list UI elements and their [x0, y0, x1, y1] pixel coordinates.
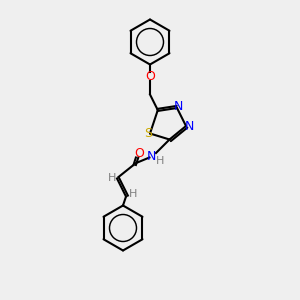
Text: N: N: [184, 119, 194, 133]
Text: N: N: [147, 149, 156, 163]
Text: N: N: [174, 100, 183, 113]
Text: S: S: [145, 127, 152, 140]
Text: O: O: [135, 146, 144, 160]
Text: O: O: [145, 70, 155, 83]
Text: H: H: [155, 156, 164, 167]
Text: H: H: [107, 173, 116, 183]
Text: H: H: [128, 189, 137, 199]
